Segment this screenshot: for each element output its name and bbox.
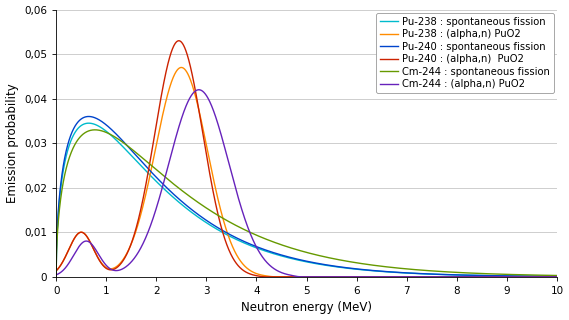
Pu-238 : spontaneous fission: (8.73, 0.000253): spontaneous fission: (8.73, 0.000253): [490, 274, 497, 278]
Pu-240 : spontaneous fission: (1.14, 0.0327): spontaneous fission: (1.14, 0.0327): [110, 129, 117, 133]
Pu-240 : (alpha,n)  PuO2: (4.27, 5.37e-07): (alpha,n) PuO2: (4.27, 5.37e-07): [267, 275, 274, 279]
Pu-240 : (alpha,n)  PuO2: (8.73, 0): (alpha,n) PuO2: (8.73, 0): [490, 275, 497, 279]
Cm-244 : spontaneous fission: (4.27, 0.00812): spontaneous fission: (4.27, 0.00812): [267, 239, 274, 243]
Pu-240 : (alpha,n)  PuO2: (10, 0): (alpha,n) PuO2: (10, 0): [554, 275, 560, 279]
Legend: Pu-238 : spontaneous fission, Pu-238 : (alpha,n) PuO2, Pu-240 : spontaneous fiss: Pu-238 : spontaneous fission, Pu-238 : (…: [376, 12, 554, 93]
Line: Pu-238 : spontaneous fission: Pu-238 : spontaneous fission: [56, 123, 557, 277]
Pu-240 : (alpha,n)  PuO2: (3.84, 0.000809): (alpha,n) PuO2: (3.84, 0.000809): [245, 271, 251, 275]
Pu-240 : spontaneous fission: (4.27, 0.00569): spontaneous fission: (4.27, 0.00569): [267, 250, 274, 253]
Pu-240 : (alpha,n)  PuO2: (1.73, 0.0174): (alpha,n) PuO2: (1.73, 0.0174): [139, 197, 146, 201]
Pu-238 : (alpha,n) PuO2: (1.73, 0.0159): (alpha,n) PuO2: (1.73, 0.0159): [139, 204, 146, 208]
Pu-238 : spontaneous fission: (0, 0): spontaneous fission: (0, 0): [53, 275, 60, 279]
Y-axis label: Emission probability: Emission probability: [6, 83, 19, 203]
Pu-240 : (alpha,n)  PuO2: (2.45, 0.053): (alpha,n) PuO2: (2.45, 0.053): [175, 39, 182, 43]
Cm-244 : spontaneous fission: (1.14, 0.0316): spontaneous fission: (1.14, 0.0316): [110, 134, 117, 138]
Pu-238 : spontaneous fission: (9.81, 0.000117): spontaneous fission: (9.81, 0.000117): [544, 275, 551, 278]
Pu-238 : spontaneous fission: (3.84, 0.00722): spontaneous fission: (3.84, 0.00722): [245, 243, 251, 247]
Pu-238 : (alpha,n) PuO2: (10, 0): (alpha,n) PuO2: (10, 0): [554, 275, 560, 279]
Pu-238 : (alpha,n) PuO2: (8.73, 0): (alpha,n) PuO2: (8.73, 0): [490, 275, 497, 279]
Pu-238 : spontaneous fission: (1.14, 0.0313): spontaneous fission: (1.14, 0.0313): [110, 135, 117, 139]
Pu-240 : (alpha,n)  PuO2: (1.14, 0.00166): (alpha,n) PuO2: (1.14, 0.00166): [110, 268, 117, 271]
Cm-244 : spontaneous fission: (0.774, 0.033): spontaneous fission: (0.774, 0.033): [92, 128, 98, 132]
Pu-240 : spontaneous fission: (8.73, 0.000264): spontaneous fission: (8.73, 0.000264): [490, 274, 497, 278]
Cm-244 : (alpha,n) PuO2: (0, 0.00045): (alpha,n) PuO2: (0, 0.00045): [53, 273, 60, 277]
Cm-244 : spontaneous fission: (9.81, 0.000346): spontaneous fission: (9.81, 0.000346): [544, 273, 551, 277]
X-axis label: Neutron energy (MeV): Neutron energy (MeV): [241, 301, 372, 315]
Pu-238 : (alpha,n) PuO2: (4.27, 9.53e-05): (alpha,n) PuO2: (4.27, 9.53e-05): [267, 275, 274, 278]
Pu-238 : spontaneous fission: (1.74, 0.0244): spontaneous fission: (1.74, 0.0244): [140, 166, 147, 170]
Cm-244 : (alpha,n) PuO2: (10, 0): (alpha,n) PuO2: (10, 0): [554, 275, 560, 279]
Pu-238 : (alpha,n) PuO2: (5.82, 0): (alpha,n) PuO2: (5.82, 0): [344, 275, 351, 279]
Pu-238 : (alpha,n) PuO2: (1.14, 0.00192): (alpha,n) PuO2: (1.14, 0.00192): [110, 267, 117, 270]
Line: Pu-240 : spontaneous fission: Pu-240 : spontaneous fission: [56, 116, 557, 277]
Pu-238 : (alpha,n) PuO2: (2.5, 0.047): (alpha,n) PuO2: (2.5, 0.047): [178, 66, 185, 69]
Pu-238 : (alpha,n) PuO2: (0, 0.00135): (alpha,n) PuO2: (0, 0.00135): [53, 269, 60, 273]
Cm-244 : (alpha,n) PuO2: (1.73, 0.00745): (alpha,n) PuO2: (1.73, 0.00745): [139, 242, 146, 246]
Pu-240 : spontaneous fission: (3.84, 0.00753): spontaneous fission: (3.84, 0.00753): [245, 241, 251, 245]
Pu-238 : spontaneous fission: (4.27, 0.00546): spontaneous fission: (4.27, 0.00546): [267, 251, 274, 254]
Cm-244 : (alpha,n) PuO2: (1.14, 0.0015): (alpha,n) PuO2: (1.14, 0.0015): [110, 268, 117, 272]
Pu-240 : spontaneous fission: (0, 0): spontaneous fission: (0, 0): [53, 275, 60, 279]
Line: Pu-238 : (alpha,n) PuO2: Pu-238 : (alpha,n) PuO2: [56, 68, 557, 277]
Pu-238 : spontaneous fission: (0.65, 0.0345): spontaneous fission: (0.65, 0.0345): [85, 121, 92, 125]
Pu-240 : spontaneous fission: (10, 0.000106): spontaneous fission: (10, 0.000106): [554, 275, 560, 278]
Cm-244 : spontaneous fission: (10, 0.000308): spontaneous fission: (10, 0.000308): [554, 274, 560, 277]
Cm-244 : (alpha,n) PuO2: (2.85, 0.042): (alpha,n) PuO2: (2.85, 0.042): [196, 88, 203, 92]
Pu-240 : (alpha,n)  PuO2: (0, 0.00135): (alpha,n) PuO2: (0, 0.00135): [53, 269, 60, 273]
Cm-244 : spontaneous fission: (0, 0): spontaneous fission: (0, 0): [53, 275, 60, 279]
Pu-238 : (alpha,n) PuO2: (9.81, 0): (alpha,n) PuO2: (9.81, 0): [544, 275, 551, 279]
Pu-240 : spontaneous fission: (0.65, 0.036): spontaneous fission: (0.65, 0.036): [85, 115, 92, 118]
Pu-238 : (alpha,n) PuO2: (3.84, 0.00172): (alpha,n) PuO2: (3.84, 0.00172): [245, 267, 251, 271]
Line: Cm-244 : spontaneous fission: Cm-244 : spontaneous fission: [56, 130, 557, 277]
Line: Pu-240 : (alpha,n)  PuO2: Pu-240 : (alpha,n) PuO2: [56, 41, 557, 277]
Pu-240 : (alpha,n)  PuO2: (5.62, 0): (alpha,n) PuO2: (5.62, 0): [334, 275, 341, 279]
Line: Cm-244 : (alpha,n) PuO2: Cm-244 : (alpha,n) PuO2: [56, 90, 557, 277]
Cm-244 : (alpha,n) PuO2: (8.73, 0): (alpha,n) PuO2: (8.73, 0): [490, 275, 497, 279]
Cm-244 : (alpha,n) PuO2: (6.32, 0): (alpha,n) PuO2: (6.32, 0): [369, 275, 376, 279]
Pu-240 : spontaneous fission: (9.81, 0.000122): spontaneous fission: (9.81, 0.000122): [544, 274, 551, 278]
Cm-244 : (alpha,n) PuO2: (3.84, 0.0108): (alpha,n) PuO2: (3.84, 0.0108): [245, 227, 251, 230]
Cm-244 : spontaneous fission: (8.73, 0.000654): spontaneous fission: (8.73, 0.000654): [490, 272, 497, 276]
Cm-244 : spontaneous fission: (3.84, 0.0102): spontaneous fission: (3.84, 0.0102): [245, 229, 251, 233]
Pu-238 : spontaneous fission: (10, 0.000102): spontaneous fission: (10, 0.000102): [554, 275, 560, 278]
Pu-240 : (alpha,n)  PuO2: (9.81, 0): (alpha,n) PuO2: (9.81, 0): [544, 275, 551, 279]
Cm-244 : spontaneous fission: (1.74, 0.0266): spontaneous fission: (1.74, 0.0266): [140, 156, 147, 160]
Cm-244 : (alpha,n) PuO2: (9.81, 0): (alpha,n) PuO2: (9.81, 0): [544, 275, 551, 279]
Cm-244 : (alpha,n) PuO2: (4.27, 0.00254): (alpha,n) PuO2: (4.27, 0.00254): [267, 264, 274, 268]
Pu-240 : spontaneous fission: (1.74, 0.0255): spontaneous fission: (1.74, 0.0255): [140, 161, 147, 165]
